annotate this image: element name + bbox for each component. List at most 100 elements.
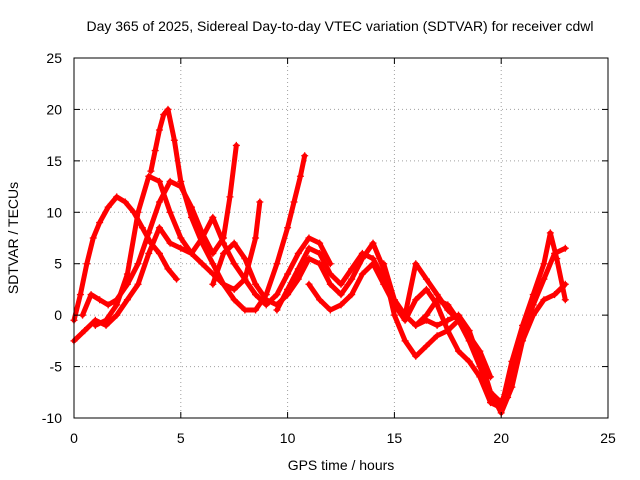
data-point bbox=[273, 291, 281, 299]
data-point bbox=[337, 291, 345, 299]
series-line bbox=[210, 240, 461, 359]
data-point bbox=[380, 280, 388, 288]
data-point bbox=[96, 296, 104, 304]
data-point bbox=[296, 172, 304, 180]
data-point bbox=[412, 260, 420, 268]
data-point bbox=[487, 388, 495, 396]
data-point bbox=[177, 244, 185, 252]
data-point bbox=[412, 352, 420, 360]
series-line bbox=[413, 297, 494, 380]
data-point bbox=[138, 224, 146, 232]
series-line bbox=[477, 281, 568, 416]
data-point bbox=[284, 224, 292, 232]
data-point bbox=[134, 208, 142, 216]
data-point bbox=[305, 255, 313, 263]
data-point bbox=[553, 255, 561, 263]
data-point bbox=[284, 285, 292, 293]
data-point bbox=[305, 234, 313, 242]
data-point bbox=[151, 147, 159, 155]
series-track-7 bbox=[273, 244, 512, 412]
data-point bbox=[209, 213, 217, 221]
data-point bbox=[155, 177, 163, 185]
x-tick-label: 0 bbox=[70, 430, 78, 446]
data-point bbox=[166, 208, 174, 216]
data-point bbox=[465, 332, 473, 340]
data-point bbox=[134, 280, 142, 288]
plot-frame bbox=[73, 57, 609, 419]
data-point bbox=[337, 280, 345, 288]
series-track-11 bbox=[412, 296, 495, 381]
data-point bbox=[465, 357, 473, 365]
x-axis-label: GPS time / hours bbox=[288, 457, 395, 473]
data-point bbox=[540, 275, 548, 283]
y-tick-label: 20 bbox=[46, 101, 62, 117]
data-point bbox=[422, 342, 430, 350]
data-point bbox=[241, 255, 249, 263]
data-point bbox=[155, 224, 163, 232]
data-point bbox=[390, 296, 398, 304]
series-line bbox=[274, 245, 511, 411]
data-point bbox=[155, 198, 163, 206]
y-axis-label: SDTVAR / TECUs bbox=[5, 182, 21, 294]
data-point bbox=[326, 270, 334, 278]
data-point bbox=[422, 311, 430, 319]
data-point bbox=[273, 306, 281, 314]
data-point bbox=[198, 260, 206, 268]
data-point bbox=[104, 203, 112, 211]
data-point bbox=[226, 193, 234, 201]
data-point bbox=[209, 249, 217, 257]
data-point bbox=[508, 357, 516, 365]
data-point bbox=[262, 296, 270, 304]
data-point bbox=[164, 265, 172, 273]
x-tick-label: 25 bbox=[600, 430, 616, 446]
plot-area bbox=[70, 105, 569, 417]
data-point bbox=[348, 291, 356, 299]
data-point bbox=[326, 280, 334, 288]
data-point bbox=[284, 270, 292, 278]
data-point bbox=[166, 177, 174, 185]
data-point bbox=[209, 280, 217, 288]
data-point bbox=[230, 260, 238, 268]
data-point bbox=[79, 311, 87, 319]
data-point bbox=[294, 249, 302, 257]
data-point bbox=[369, 260, 377, 268]
data-point bbox=[305, 244, 313, 252]
data-point bbox=[102, 316, 110, 324]
data-point bbox=[401, 311, 409, 319]
data-point bbox=[316, 249, 324, 257]
data-point bbox=[337, 301, 345, 309]
data-point bbox=[422, 275, 430, 283]
data-point bbox=[305, 280, 313, 288]
data-point bbox=[348, 275, 356, 283]
data-point bbox=[121, 198, 129, 206]
data-point bbox=[444, 327, 452, 335]
data-point bbox=[123, 296, 131, 304]
data-point bbox=[145, 172, 153, 180]
data-point bbox=[164, 105, 172, 113]
data-point bbox=[177, 234, 185, 242]
data-point bbox=[401, 337, 409, 345]
data-point bbox=[508, 383, 516, 391]
data-point bbox=[551, 291, 559, 299]
data-point bbox=[256, 198, 264, 206]
data-point bbox=[412, 296, 420, 304]
data-point bbox=[433, 321, 441, 329]
data-point bbox=[454, 316, 462, 324]
data-point bbox=[273, 260, 281, 268]
data-point bbox=[91, 321, 99, 329]
data-point bbox=[147, 167, 155, 175]
data-point bbox=[326, 306, 334, 314]
chart-title: Day 365 of 2025, Sidereal Day-to-day VTE… bbox=[86, 18, 593, 34]
data-point bbox=[113, 193, 121, 201]
y-tick-label: -5 bbox=[50, 359, 63, 375]
data-point bbox=[358, 270, 366, 278]
data-point bbox=[290, 198, 298, 206]
data-point bbox=[160, 111, 168, 119]
data-point bbox=[444, 301, 452, 309]
data-point bbox=[294, 275, 302, 283]
series-track-5 bbox=[91, 172, 264, 329]
data-point bbox=[134, 260, 142, 268]
data-point bbox=[155, 249, 163, 257]
y-tick-label: 25 bbox=[46, 50, 62, 66]
